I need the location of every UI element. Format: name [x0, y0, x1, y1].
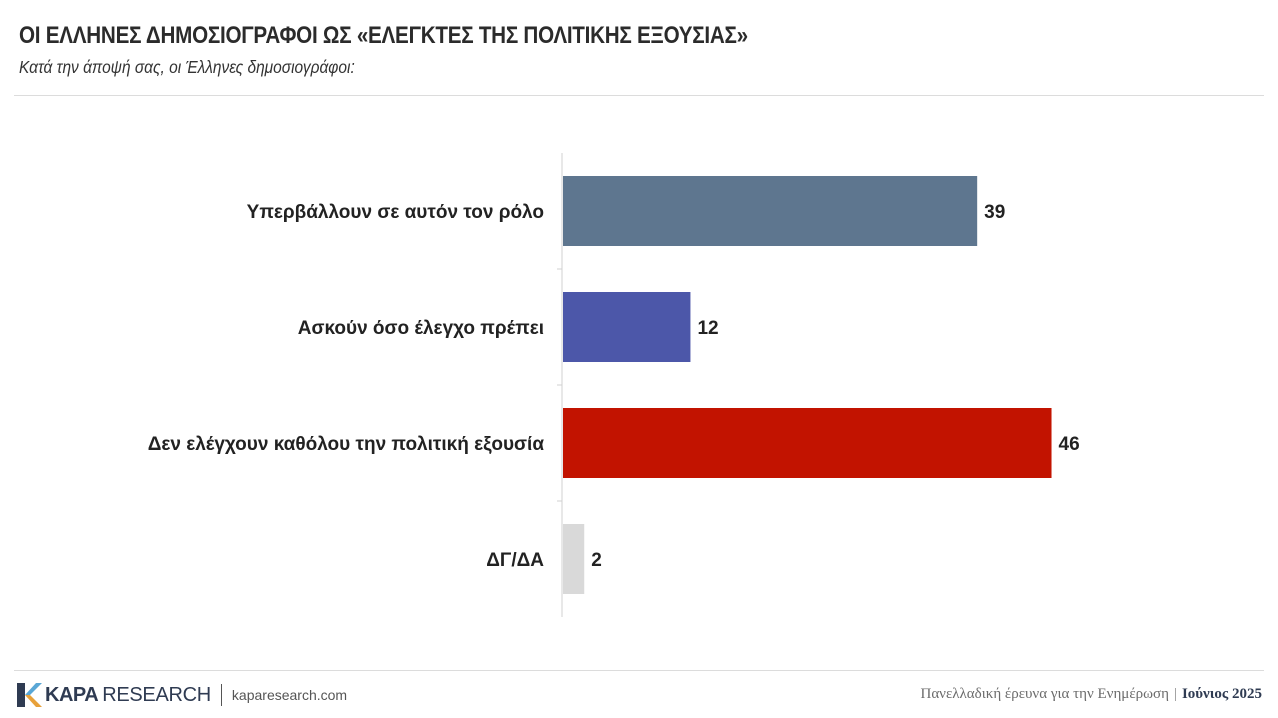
bar	[563, 176, 978, 246]
caption-separator: |	[1173, 686, 1177, 702]
data-label: 12	[697, 318, 718, 339]
category-label: Υπερβάλλουν σε αυτόν τον ρόλο	[247, 202, 544, 223]
survey-date: Ιούνιος 2025	[1181, 686, 1262, 702]
survey-name: Πανελλαδική έρευνα για την Ενημέρωση	[920, 686, 1169, 702]
kapa-research-logo: KAPA RESEARCH kaparesearch.com	[16, 682, 347, 708]
header-divider	[14, 95, 1264, 96]
logo-kapa-text: KAPA	[45, 683, 99, 706]
survey-caption: Πανελλαδική έρευνα για την Ενημέρωση | Ιού…	[920, 686, 1262, 703]
bar	[563, 524, 585, 594]
bar	[563, 408, 1052, 478]
kapa-logo-icon	[17, 683, 42, 707]
bar	[563, 292, 691, 362]
data-label: 46	[1059, 434, 1080, 455]
page-title: ΟΙ ΕΛΛΗΝΕΣ ΔΗΜΟΣΙΟΓΡΑΦΟΙ ΩΣ «ΕΛΕΓΚΤΕΣ ΤΗ…	[19, 22, 748, 49]
category-label: ΔΓ/ΔΑ	[486, 550, 544, 571]
page-subtitle: Κατά την άποψή σας, οι Έλληνες δημοσιογρ…	[19, 57, 355, 77]
footer-divider	[14, 670, 1264, 671]
logo-research-text: RESEARCH	[102, 683, 211, 706]
data-label: 39	[984, 202, 1005, 223]
data-label: 2	[591, 550, 602, 571]
logo-separator	[220, 684, 222, 706]
website-link[interactable]: kaparesearch.com	[231, 687, 348, 703]
category-label: Δεν ελέγχουν καθόλου την πολιτική εξουσί…	[148, 434, 545, 455]
category-label: Ασκούν όσο έλεγχο πρέπει	[298, 318, 544, 339]
